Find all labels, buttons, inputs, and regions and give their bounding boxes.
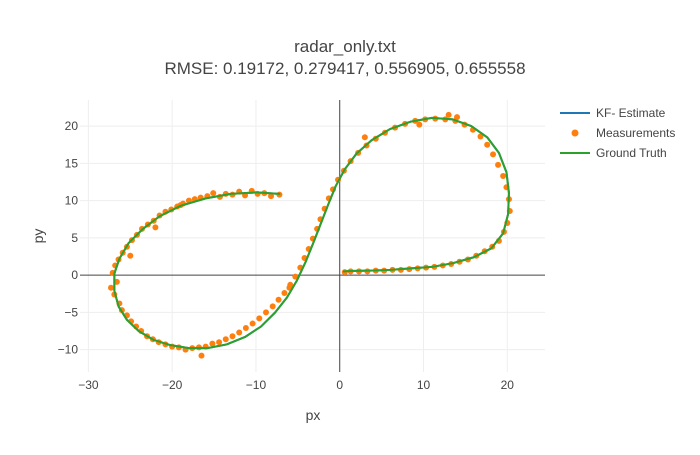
measurement-point — [445, 111, 452, 118]
y-axis-label: py — [30, 229, 46, 244]
legend-label: KF- Estimate — [596, 106, 666, 120]
measurement-point — [269, 303, 276, 310]
x-tick-label: −30 — [78, 378, 99, 392]
y-tick-label: 0 — [71, 268, 78, 282]
measurement-point — [361, 134, 368, 141]
legend-item-measurements[interactable]: Measurements — [571, 126, 676, 140]
measurement-point — [281, 290, 288, 297]
chart-title: radar_only.txt — [294, 37, 396, 56]
plot-area — [108, 111, 513, 359]
x-tick-label: 10 — [417, 378, 431, 392]
legend-label: Ground Truth — [596, 146, 667, 160]
measurement-point — [229, 333, 236, 340]
y-tick-label: 15 — [65, 156, 79, 170]
legend-label: Measurements — [596, 126, 675, 140]
legend-item-ground-truth[interactable]: Ground Truth — [560, 146, 667, 160]
x-axis-label: px — [306, 407, 321, 423]
measurement-point — [113, 278, 120, 285]
measurement-point — [275, 296, 282, 303]
chart-subtitle: RMSE: 0.19172, 0.279417, 0.556905, 0.655… — [164, 59, 525, 78]
measurement-point — [249, 320, 256, 327]
y-tick-label: −5 — [64, 305, 78, 319]
measurement-point — [242, 325, 249, 332]
measurement-point — [484, 141, 491, 148]
grid — [80, 100, 545, 372]
y-tick-label: 10 — [65, 194, 79, 208]
x-tick-label: 0 — [336, 378, 343, 392]
measurement-point — [209, 340, 216, 347]
x-tick-label: −10 — [246, 378, 267, 392]
measurement-point — [495, 161, 502, 168]
measurement-point — [127, 252, 134, 259]
legend: KF- Estimate Measurements Ground Truth — [560, 106, 675, 160]
measurement-point — [256, 315, 263, 322]
y-tick-label: −10 — [58, 343, 79, 357]
measurement-point — [268, 193, 275, 200]
measurement-point — [454, 114, 461, 121]
legend-item-kf-estimate[interactable]: KF- Estimate — [560, 106, 666, 120]
measurement-point — [490, 151, 497, 158]
tick-labels: −30 −20 −10 0 10 20 −10 −5 0 5 10 15 20 — [58, 119, 515, 392]
measurement-point — [108, 284, 114, 291]
measurement-point — [263, 309, 269, 316]
measurement-point — [198, 352, 205, 359]
x-tick-label: 20 — [501, 378, 515, 392]
y-tick-label: 5 — [71, 231, 78, 245]
measurement-point — [292, 273, 299, 280]
measurement-point — [500, 173, 507, 180]
measurement-point — [222, 336, 229, 343]
measurement-point — [236, 329, 243, 336]
y-tick-label: 20 — [65, 119, 79, 133]
measurement-point — [416, 121, 423, 128]
measurement-point — [210, 190, 217, 197]
zero-lines — [80, 100, 545, 372]
series-line-ground-truth — [113, 116, 510, 350]
measurement-point — [216, 339, 223, 346]
measurement-point — [477, 133, 484, 140]
legend-marker-swatch — [571, 129, 579, 137]
x-tick-label: −20 — [162, 378, 183, 392]
measurement-point — [152, 224, 159, 231]
